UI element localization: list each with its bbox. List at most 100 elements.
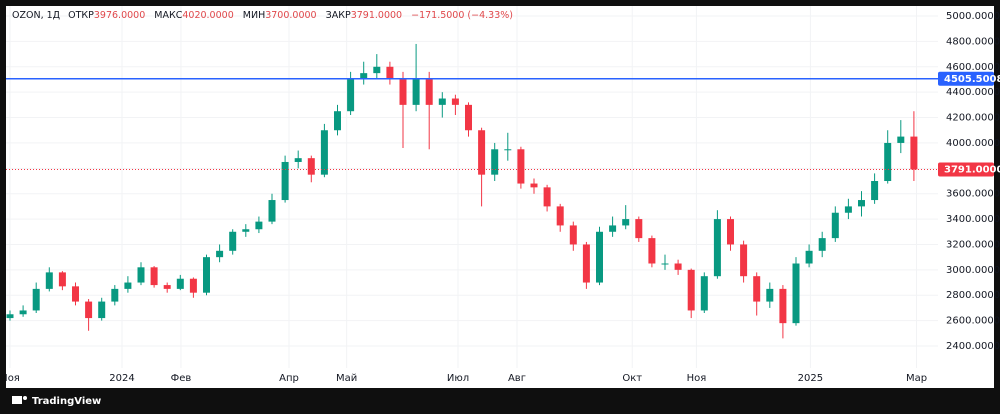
candle-body (740, 244, 748, 277)
y-tick-label: 3200.0000 (946, 239, 1000, 250)
y-tick-label: 4400.0000 (946, 87, 1000, 98)
candle-body (98, 301, 106, 319)
candle-body (72, 286, 79, 302)
x-tick-label: Ноя (0, 373, 20, 384)
candle-body (189, 278, 197, 293)
x-tick-label: Май (336, 373, 357, 384)
candle-body (478, 130, 486, 175)
y-tick-label: 4600.0000 (946, 62, 1000, 73)
candle-body (294, 158, 302, 162)
candle-body (648, 238, 656, 264)
last-price-label: 3791.0000 (944, 164, 1000, 175)
plot-area: Ноя 2024 Фев Апр Май Июл Авг Окт Ноя 2025 Мар (0, 6, 938, 384)
logo (12, 396, 22, 404)
y-tick-label: 3000.0000 (946, 265, 1000, 276)
candle-body (281, 161, 289, 201)
candle-body (176, 278, 184, 289)
candle-body (910, 136, 918, 170)
x-tick-label: Фев (171, 373, 192, 384)
y-tick-label: 2400.0000 (946, 341, 1000, 352)
candle-body (504, 149, 512, 151)
candle-body (360, 73, 368, 80)
field-value: 4020.0000 (182, 10, 234, 21)
candle-body (268, 200, 276, 222)
candle-body (569, 225, 577, 245)
candle-body (111, 288, 119, 302)
symbol: OZON, 1Д (12, 10, 61, 21)
candle-body (517, 149, 525, 184)
y-tick-label: 2600.0000 (946, 316, 1000, 327)
candle-body (543, 187, 551, 207)
candle-body (229, 231, 237, 251)
ohlc-legend: OZON, 1Д ОТКР3976.0000 МАКС4020.0000 МИН… (12, 10, 519, 21)
candle-body (6, 314, 14, 319)
candle-body (32, 288, 40, 311)
candle-body (347, 79, 355, 112)
change: −171.5000 (−4.33%) (411, 10, 513, 21)
x-tick-label: Авг (508, 373, 526, 384)
candle-body (884, 142, 892, 182)
candle-body (334, 111, 341, 131)
y-tick-label: 4200.0000 (946, 113, 1000, 124)
candle-body (596, 231, 603, 283)
candle-body (792, 263, 800, 324)
x-tick-label: Окт (622, 373, 642, 384)
candle-body (373, 66, 381, 74)
field-value: 3791.0000 (350, 10, 403, 21)
x-tick-label: Ноя (687, 373, 707, 384)
candle-body (124, 282, 132, 289)
candle-body (805, 250, 813, 264)
candle-body (844, 206, 852, 213)
field-label: ЗАКР (325, 10, 351, 21)
candle-body (766, 288, 774, 302)
candle-body (255, 221, 263, 230)
candle-body (700, 276, 708, 311)
y-tick-label: 2800.0000 (946, 290, 1000, 301)
field-label: МИН (242, 10, 266, 21)
candle-body (635, 219, 643, 239)
logo (23, 396, 27, 400)
field-label: ОТКР (68, 10, 94, 21)
y-tick-label: 4000.0000 (946, 138, 1000, 149)
footer-brand: TradingView (32, 396, 101, 407)
candle-body (150, 267, 158, 286)
candle-body (897, 136, 905, 143)
last-price-box (938, 162, 994, 177)
candle-body (858, 200, 865, 207)
candle-body (622, 219, 630, 226)
candle-body (386, 66, 394, 80)
x-tick-label: Апр (279, 373, 299, 384)
candle-body (727, 219, 734, 245)
candle-body (216, 250, 224, 258)
candle-body (779, 288, 787, 324)
field-label: МАКС (154, 10, 183, 21)
x-tick-label: Мар (906, 373, 927, 384)
candle-body (412, 79, 420, 105)
candle-body (438, 98, 446, 105)
candle-body (530, 183, 538, 188)
candle-body (399, 79, 407, 105)
candle-body (137, 267, 145, 283)
field-value: 3700.0000 (265, 10, 317, 21)
x-tick-label: 2025 (798, 373, 823, 384)
candle-body (242, 229, 250, 232)
candle-body (203, 257, 210, 293)
candle-body (818, 238, 826, 251)
candle-body (831, 212, 839, 239)
y-tick-label: 5000.0000 (946, 11, 1000, 22)
field-value: 3976.0000 (93, 10, 146, 21)
hline-label-box (938, 71, 994, 86)
candle-body (674, 263, 682, 270)
candle-body (491, 149, 499, 175)
footer: TradingView (12, 396, 101, 407)
x-tick-label: Июл (447, 373, 469, 384)
candle-body (753, 276, 761, 302)
candle-body (713, 219, 721, 277)
candle-body (307, 158, 315, 175)
y-tick-label: 3600.0000 (946, 189, 1000, 200)
candle-body (871, 181, 879, 201)
candle-body (320, 130, 328, 175)
candle-body (85, 301, 93, 319)
candle-body (19, 310, 27, 315)
